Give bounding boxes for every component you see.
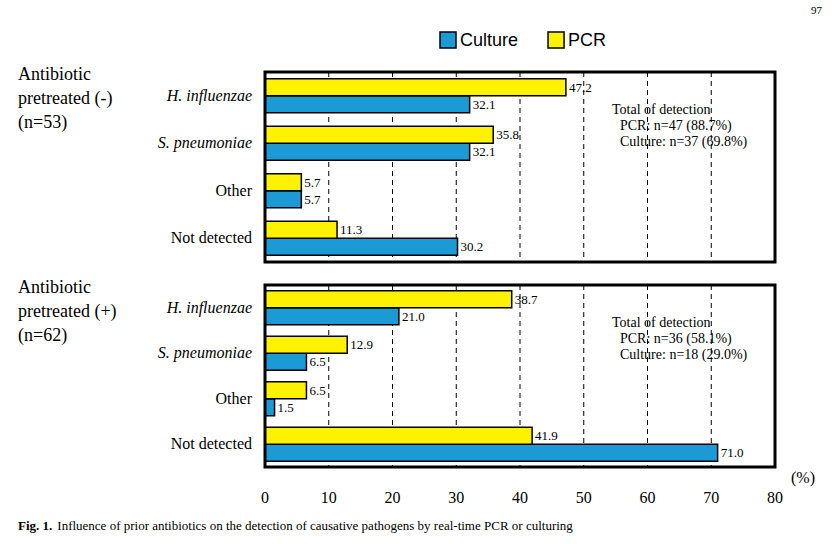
data-label: 5.7 <box>304 175 321 190</box>
title-line: Antibiotic <box>18 64 91 84</box>
category-label: S. pneumoniae <box>158 134 252 152</box>
data-label: 11.3 <box>340 222 362 237</box>
bar <box>265 427 532 444</box>
bar <box>265 191 301 208</box>
data-label: 71.0 <box>721 445 744 460</box>
axis-label: (%) <box>791 469 815 487</box>
tick-label: 70 <box>703 489 719 506</box>
labels: 21.0 38.7 H. influenzae 6.5 12.9 S. pneumonia… <box>158 292 744 461</box>
grid-line <box>711 285 712 467</box>
data-label: 32.1 <box>473 97 496 112</box>
grid-line <box>647 72 648 262</box>
annotation: Total of detection <box>612 315 711 330</box>
bar <box>265 96 470 113</box>
data-label: 38.7 <box>515 292 538 307</box>
annotation: Total of detection <box>612 102 711 117</box>
plot-frame <box>265 72 775 262</box>
chart-subtitle: (n=62) <box>18 325 67 346</box>
data-label: 41.9 <box>535 428 558 443</box>
legend: Culture PCR <box>440 30 606 50</box>
legend-swatch <box>440 32 456 48</box>
data-label: 12.9 <box>350 337 373 352</box>
data-label: 47.2 <box>569 80 592 95</box>
title-line: Antibiotic <box>18 277 91 297</box>
bars <box>265 79 566 256</box>
grid-line <box>583 285 584 467</box>
category-label: H. influenzae <box>166 299 252 317</box>
bar <box>265 126 493 143</box>
annotation: PCR: n=36 (58.1%) <box>620 331 732 347</box>
labels: 32.1 47.2 H. influenzae 32.135.8 S. pneumoni… <box>158 80 592 255</box>
data-label: 6.5 <box>309 383 325 398</box>
chart-title: Antibiotic pretreated (-) <box>18 64 112 109</box>
bar <box>265 336 347 353</box>
grid-line <box>583 72 584 262</box>
tick-label: 0 <box>261 489 269 506</box>
category-label: Not detected <box>171 229 252 246</box>
annotation: Culture: n=18 (29.0%) <box>620 347 748 363</box>
data-label: 32.1 <box>473 144 496 159</box>
legend-swatch <box>548 32 564 48</box>
category-label: S. pneumoniae <box>158 344 252 362</box>
legend-label: Culture <box>460 30 518 50</box>
bar <box>265 79 566 96</box>
grid-line <box>520 72 521 262</box>
bar <box>265 444 718 461</box>
data-label: 35.8 <box>496 127 519 142</box>
data-label: 21.0 <box>402 309 425 324</box>
category-label: Other <box>216 390 253 407</box>
chart: 32.1 47.2 H. influenzae 32.135.8 S. pneumoni… <box>18 64 775 262</box>
title-line: pretreated (-) <box>18 88 112 109</box>
tick-label: 20 <box>385 489 401 506</box>
legend-label: PCR <box>568 30 606 50</box>
caption-label: Fig. 1. <box>18 518 52 533</box>
annotation: PCR: n=47 (88.7%) <box>620 118 732 134</box>
caption: Influence of prior antibiotics on the de… <box>57 518 573 533</box>
tick-label: 60 <box>640 489 656 506</box>
data-label: 6.5 <box>309 354 325 369</box>
tick-label: 10 <box>321 489 337 506</box>
tick-label: 40 <box>512 489 528 506</box>
bar <box>265 291 512 308</box>
grid-line <box>647 285 648 467</box>
tick-label: 30 <box>448 489 464 506</box>
annotation: Culture: n=37 (69.8%) <box>620 134 748 150</box>
bar <box>265 143 470 160</box>
chart-subtitle: (n=53) <box>18 112 67 133</box>
chart: 21.0 38.7 H. influenzae 6.5 12.9 S. pneumonia… <box>18 277 815 506</box>
tick-label: 50 <box>576 489 592 506</box>
bar <box>265 353 306 370</box>
chart-title: Antibiotic pretreated (+) <box>18 277 117 322</box>
plot-frame <box>265 285 775 467</box>
title-line: pretreated (+) <box>18 301 117 322</box>
bars <box>265 291 718 462</box>
data-label: 1.5 <box>278 400 294 415</box>
bar <box>265 238 458 255</box>
category-label: Not detected <box>171 435 252 452</box>
category-label: H. influenzae <box>166 87 252 105</box>
grid-line <box>711 72 712 262</box>
data-label: 5.7 <box>304 192 321 207</box>
tick-label: 80 <box>767 489 783 506</box>
bar <box>265 174 301 191</box>
bar <box>265 221 337 238</box>
category-label: Other <box>216 182 253 199</box>
bar <box>265 308 399 325</box>
page-number: 97 <box>811 4 823 16</box>
data-label: 30.2 <box>461 239 484 254</box>
bar <box>265 382 306 399</box>
figure: 97 32.1 47.2 H. influenzae 32.135.8 S. pneumo… <box>0 0 832 544</box>
